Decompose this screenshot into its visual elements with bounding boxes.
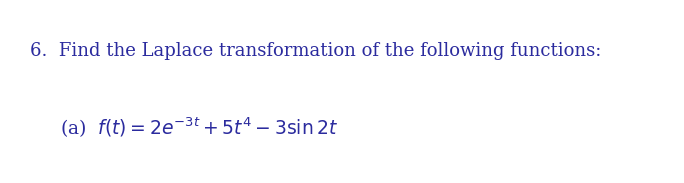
Text: (a)  $f(t) = 2e^{-3t} + 5t^{4} - 3\sin 2t$: (a) $f(t) = 2e^{-3t} + 5t^{4} - 3\sin 2t… [60,116,338,140]
Text: 6.  Find the Laplace transformation of the following functions:: 6. Find the Laplace transformation of th… [30,42,601,60]
